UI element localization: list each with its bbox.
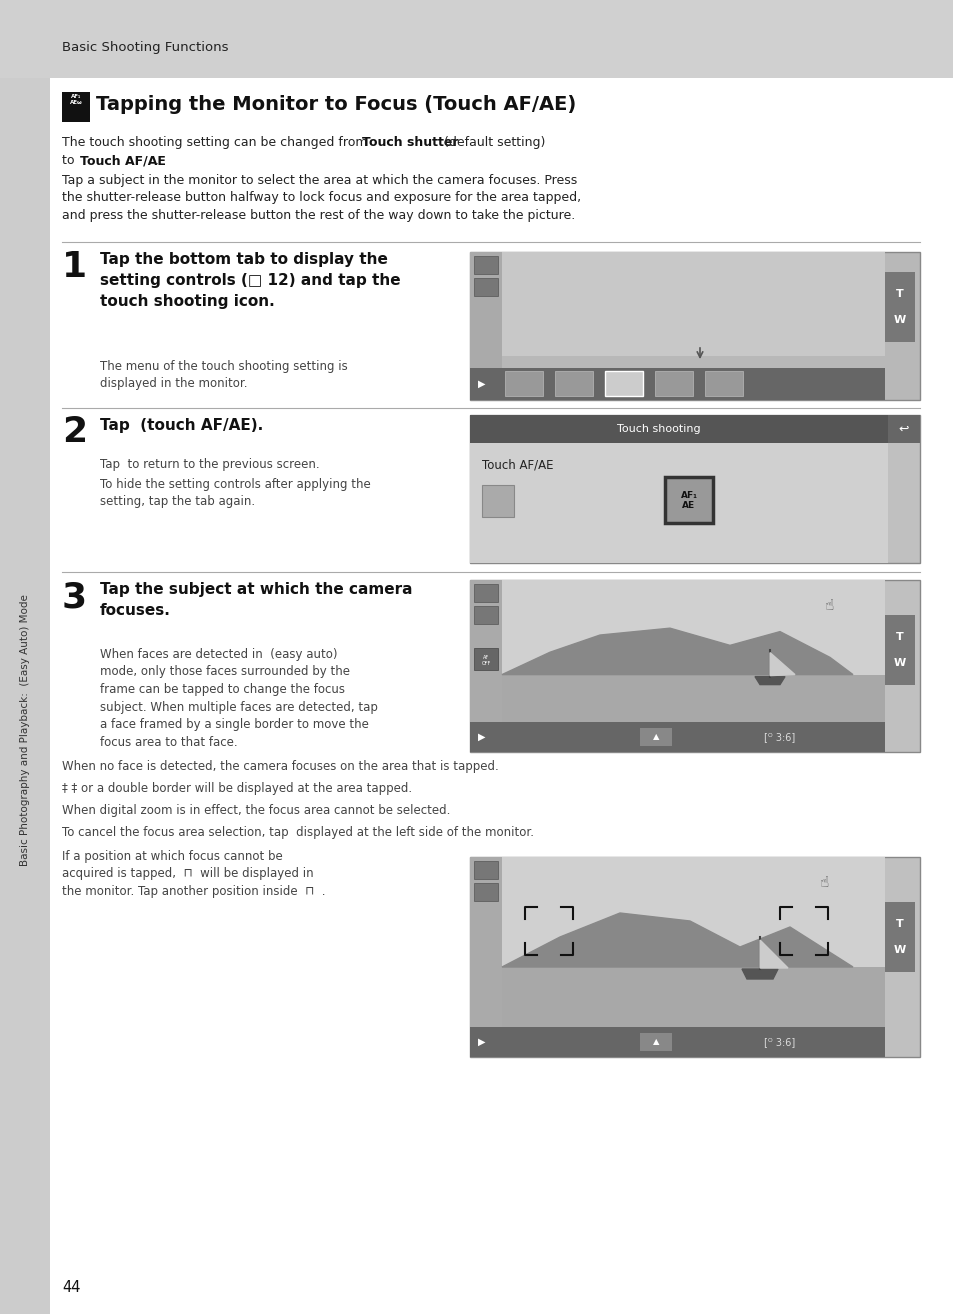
Bar: [474, 648, 497, 670]
Bar: [555, 371, 593, 396]
Text: 3: 3: [62, 579, 87, 614]
Polygon shape: [501, 913, 852, 967]
Bar: [887, 415, 919, 443]
Bar: [470, 368, 884, 399]
Bar: [470, 252, 884, 356]
Bar: [501, 967, 884, 1028]
Text: ▲: ▲: [652, 1038, 659, 1046]
Bar: [884, 901, 914, 972]
Bar: [884, 272, 914, 342]
Polygon shape: [741, 968, 778, 979]
Bar: [474, 279, 497, 296]
Text: [ᴼ 3:6]: [ᴼ 3:6]: [763, 1037, 795, 1047]
Text: ▲: ▲: [652, 732, 659, 741]
Text: ☝: ☝: [824, 598, 834, 614]
Bar: [639, 1033, 671, 1051]
Text: W: W: [893, 315, 905, 325]
Text: ▶: ▶: [477, 732, 485, 742]
Bar: [62, 92, 90, 122]
Text: When no face is detected, the camera focuses on the area that is tapped.: When no face is detected, the camera foc…: [62, 759, 498, 773]
Bar: [0, 78, 50, 1314]
Text: ↩: ↩: [898, 423, 908, 435]
Bar: [501, 579, 884, 721]
Text: Basic Photography and Playback:  (Easy Auto) Mode: Basic Photography and Playback: (Easy Au…: [20, 594, 30, 866]
Bar: [481, 485, 514, 516]
Text: Basic Shooting Functions: Basic Shooting Functions: [62, 41, 229, 54]
Bar: [470, 415, 887, 443]
Bar: [470, 579, 501, 752]
Text: Touch shooting: Touch shooting: [617, 424, 700, 434]
Text: Touch shutter: Touch shutter: [361, 137, 458, 148]
Text: 2: 2: [62, 415, 87, 449]
Bar: [474, 861, 497, 879]
Text: If a position at which focus cannot be
acquired is tapped,  ⊓  will be displayed: If a position at which focus cannot be a…: [62, 850, 325, 897]
Text: T: T: [895, 918, 902, 929]
Text: (default setting): (default setting): [439, 137, 545, 148]
Polygon shape: [754, 677, 784, 685]
Text: [ᴼ 3:6]: [ᴼ 3:6]: [763, 732, 795, 742]
Bar: [474, 583, 497, 602]
Bar: [470, 579, 919, 752]
Text: Tap the subject at which the camera
focuses.: Tap the subject at which the camera focu…: [100, 582, 412, 618]
Text: ▶: ▶: [477, 1037, 485, 1047]
Text: When faces are detected in  (easy auto)
mode, only those faces surrounded by the: When faces are detected in (easy auto) m…: [100, 648, 377, 749]
Text: When digital zoom is in effect, the focus area cannot be selected.: When digital zoom is in effect, the focu…: [62, 804, 450, 817]
Text: Tap  to return to the previous screen.: Tap to return to the previous screen.: [100, 459, 319, 470]
Text: The menu of the touch shooting setting is
displayed in the monitor.: The menu of the touch shooting setting i…: [100, 360, 348, 390]
Bar: [604, 371, 642, 396]
Bar: [501, 674, 884, 721]
Text: to: to: [62, 154, 78, 167]
Text: Tapping the Monitor to Focus (Touch AF/AE): Tapping the Monitor to Focus (Touch AF/A…: [96, 95, 576, 114]
Text: Tap a subject in the monitor to select the area at which the camera focuses. Pre: Tap a subject in the monitor to select t…: [62, 173, 580, 222]
Text: Tap the bottom tab to display the
setting controls (□ 12) and tap the
touch shoo: Tap the bottom tab to display the settin…: [100, 252, 400, 309]
Text: AF₁
AEω: AF₁ AEω: [70, 95, 82, 105]
Text: 1: 1: [62, 250, 87, 284]
Polygon shape: [760, 940, 787, 968]
Text: T: T: [895, 289, 902, 300]
Polygon shape: [501, 628, 852, 674]
Bar: [664, 477, 712, 523]
Bar: [639, 728, 671, 746]
Text: To cancel the focus area selection, tap  displayed at the left side of the monit: To cancel the focus area selection, tap …: [62, 827, 534, 840]
Bar: [470, 1028, 884, 1056]
Bar: [474, 606, 497, 624]
Text: Touch AF/AE: Touch AF/AE: [481, 459, 553, 472]
Bar: [470, 443, 887, 562]
Text: Touch AF/AE: Touch AF/AE: [80, 154, 166, 167]
Bar: [474, 256, 497, 275]
Text: ‡ ‡ or a double border will be displayed at the area tapped.: ‡ ‡ or a double border will be displayed…: [62, 782, 412, 795]
Text: 44: 44: [62, 1280, 80, 1296]
Bar: [655, 371, 692, 396]
Text: W: W: [893, 658, 905, 668]
Bar: [470, 252, 919, 399]
Text: ▶: ▶: [477, 378, 485, 389]
Bar: [474, 883, 497, 901]
Text: AF
OFF: AF OFF: [481, 654, 490, 666]
Bar: [470, 721, 884, 752]
Bar: [884, 615, 914, 685]
Bar: [470, 857, 501, 1056]
Text: T: T: [895, 632, 902, 643]
Text: The touch shooting setting can be changed from: The touch shooting setting can be change…: [62, 137, 371, 148]
Text: W: W: [893, 945, 905, 955]
Bar: [704, 371, 742, 396]
Bar: [501, 857, 884, 1028]
Polygon shape: [769, 653, 794, 675]
Text: .: .: [154, 154, 159, 167]
Text: AF₁
AE: AF₁ AE: [679, 491, 697, 510]
Text: ☝: ☝: [820, 875, 829, 890]
Text: Tap  (touch AF/AE).: Tap (touch AF/AE).: [100, 418, 263, 434]
Bar: [504, 371, 542, 396]
Bar: [0, 0, 953, 78]
Text: To hide the setting controls after applying the
setting, tap the tab again.: To hide the setting controls after apply…: [100, 478, 371, 509]
Bar: [470, 857, 919, 1056]
Bar: [470, 415, 919, 562]
Bar: [470, 252, 501, 399]
